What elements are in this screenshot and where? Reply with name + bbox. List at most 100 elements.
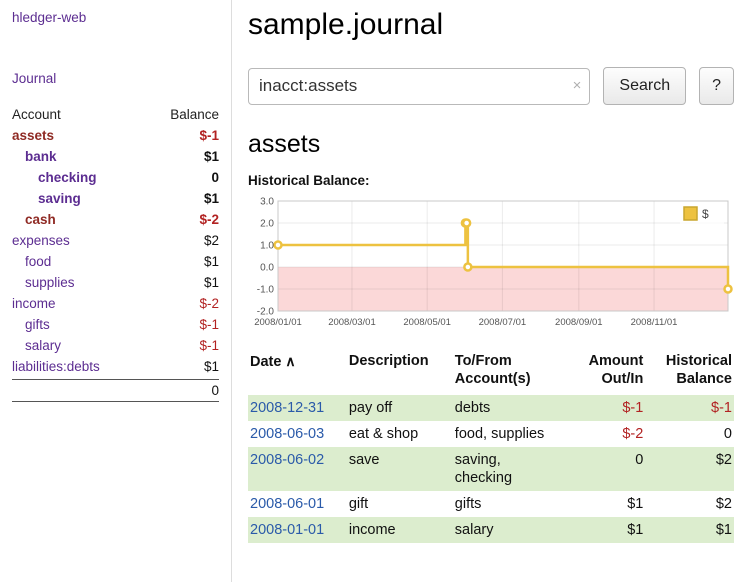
svg-text:2008/05/01: 2008/05/01 xyxy=(403,317,451,328)
nav-journal-link[interactable]: Journal xyxy=(12,71,57,86)
balance-cell: $2 xyxy=(715,496,732,512)
sort-asc-icon: ∧ xyxy=(281,353,296,369)
svg-text:$: $ xyxy=(702,207,709,221)
column-header: Description xyxy=(348,353,429,369)
register-table: Date ∧ Description To/From Account(s) Amount… xyxy=(248,350,734,543)
account-link[interactable]: cash xyxy=(25,212,56,227)
svg-text:2.0: 2.0 xyxy=(260,219,274,230)
svg-text:-2.0: -2.0 xyxy=(257,307,275,318)
account-link[interactable]: food xyxy=(25,254,52,269)
page-title: sample.journal xyxy=(248,8,444,41)
accounts-cell: debts xyxy=(454,400,491,416)
date-cell: 2008-06-02 xyxy=(248,447,347,491)
search-input[interactable] xyxy=(248,67,591,105)
account-balance: $-1 xyxy=(199,338,219,353)
svg-text:0.0: 0.0 xyxy=(260,263,274,274)
accounts-header: Account Balance xyxy=(12,104,219,125)
balance-cell: $1 xyxy=(715,522,732,538)
search-row: × Search ? xyxy=(248,67,734,105)
account-row: salary $-1 xyxy=(12,335,219,356)
table-row: 2008-06-01 gift gifts $1 $2 xyxy=(248,491,734,517)
date-link[interactable]: 2008-01-01 xyxy=(250,522,325,538)
help-button[interactable]: ? xyxy=(699,67,734,105)
account-row: expenses $2 xyxy=(12,230,219,251)
accounts-cell: salary xyxy=(454,522,494,538)
account-link[interactable]: assets xyxy=(12,128,55,143)
date-link[interactable]: 2008-12-31 xyxy=(250,400,325,416)
svg-text:2008/09/01: 2008/09/01 xyxy=(555,317,603,328)
column-header: To/From Account(s) xyxy=(454,353,531,387)
amount-cell: 0 xyxy=(635,452,644,468)
table-row: 2008-06-02 save saving, checking 0 $2 xyxy=(248,447,734,491)
account-list: assets $-1 bank $1 checking 0 saving $1 cash $-2 e… xyxy=(12,125,219,377)
accounts-total-value: 0 xyxy=(211,383,219,398)
balance-cell: 0 xyxy=(723,426,732,442)
account-balance: $-2 xyxy=(199,212,219,227)
main-content: sample.journal × Search ? assets Histori… xyxy=(233,0,742,582)
account-link[interactable]: gifts xyxy=(25,317,50,332)
account-balance: $2 xyxy=(203,233,219,248)
description-cell: eat & shop xyxy=(348,426,419,442)
date-link[interactable]: 2008-06-02 xyxy=(250,452,325,468)
clear-search-icon[interactable]: × xyxy=(572,76,582,94)
account-row: gifts $-1 xyxy=(12,314,219,335)
search-button[interactable]: Search xyxy=(603,67,687,105)
account-balance: $1 xyxy=(203,149,219,164)
table-row: 2008-12-31 pay off debts $-1 $-1 xyxy=(248,395,734,421)
column-header: Amount Out/In xyxy=(588,353,644,387)
date-cell: 2008-06-03 xyxy=(248,421,347,447)
accounts-header-balance: Balance xyxy=(170,107,219,122)
svg-text:2008/03/01: 2008/03/01 xyxy=(328,317,376,328)
historical-balance-chart: $3.0 2.0 1.0 0.0 -1.0 -2.0 2008/01/01 2008/03/0… xyxy=(248,193,734,340)
account-link[interactable]: salary xyxy=(25,338,62,353)
account-row: supplies $1 xyxy=(12,272,219,293)
accounts-total-row: 0 xyxy=(12,379,219,402)
date-link[interactable]: 2008-06-01 xyxy=(250,496,325,512)
svg-text:3.0: 3.0 xyxy=(260,197,274,208)
search-box: × xyxy=(248,67,591,105)
account-row: bank $1 xyxy=(12,146,219,167)
account-link[interactable]: expenses xyxy=(12,233,70,248)
account-balance: $1 xyxy=(203,191,219,206)
account-row: income $-2 xyxy=(12,293,219,314)
description-cell: income xyxy=(348,522,396,538)
table-row: 2008-01-01 income salary $1 $1 xyxy=(248,517,734,543)
account-link[interactable]: checking xyxy=(38,170,97,185)
account-link[interactable]: supplies xyxy=(25,275,75,290)
amount-cell: $-1 xyxy=(622,400,644,416)
account-balance: 0 xyxy=(211,170,219,185)
column-header[interactable]: Date ∧ xyxy=(250,353,296,370)
account-row: saving $1 xyxy=(12,188,219,209)
sidebar: hledger-web Journal Account Balance asse… xyxy=(0,0,232,582)
description-cell: save xyxy=(348,452,380,468)
accounts-header-account: Account xyxy=(12,107,61,122)
description-cell: gift xyxy=(348,496,369,512)
app-title-link[interactable]: hledger-web xyxy=(12,10,87,25)
description-cell: pay off xyxy=(348,400,393,416)
account-link[interactable]: liabilities:debts xyxy=(12,359,100,374)
accounts-cell: saving, checking xyxy=(454,452,513,486)
amount-cell: $1 xyxy=(627,496,644,512)
date-cell: 2008-01-01 xyxy=(248,517,347,543)
account-link[interactable]: income xyxy=(12,296,56,311)
accounts-cell: gifts xyxy=(454,496,482,512)
account-row: checking 0 xyxy=(12,167,219,188)
column-header: Historical Balance xyxy=(665,353,732,387)
svg-text:-1.0: -1.0 xyxy=(257,285,275,296)
account-balance: $-2 xyxy=(199,296,219,311)
chart-title: Historical Balance: xyxy=(248,173,370,188)
account-balance: $1 xyxy=(203,359,219,374)
date-cell: 2008-12-31 xyxy=(248,395,347,421)
account-link[interactable]: bank xyxy=(25,149,57,164)
account-heading: assets xyxy=(248,130,321,158)
balance-cell: $-1 xyxy=(711,400,732,416)
date-link[interactable]: 2008-06-03 xyxy=(250,426,325,442)
account-row: assets $-1 xyxy=(12,125,219,146)
account-balance: $1 xyxy=(203,275,219,290)
account-row: cash $-2 xyxy=(12,209,219,230)
account-link[interactable]: saving xyxy=(38,191,81,206)
account-balance: $1 xyxy=(203,254,219,269)
svg-text:2008/07/01: 2008/07/01 xyxy=(479,317,527,328)
svg-text:1.0: 1.0 xyxy=(260,241,274,252)
svg-text:2008/11/01: 2008/11/01 xyxy=(631,317,678,328)
